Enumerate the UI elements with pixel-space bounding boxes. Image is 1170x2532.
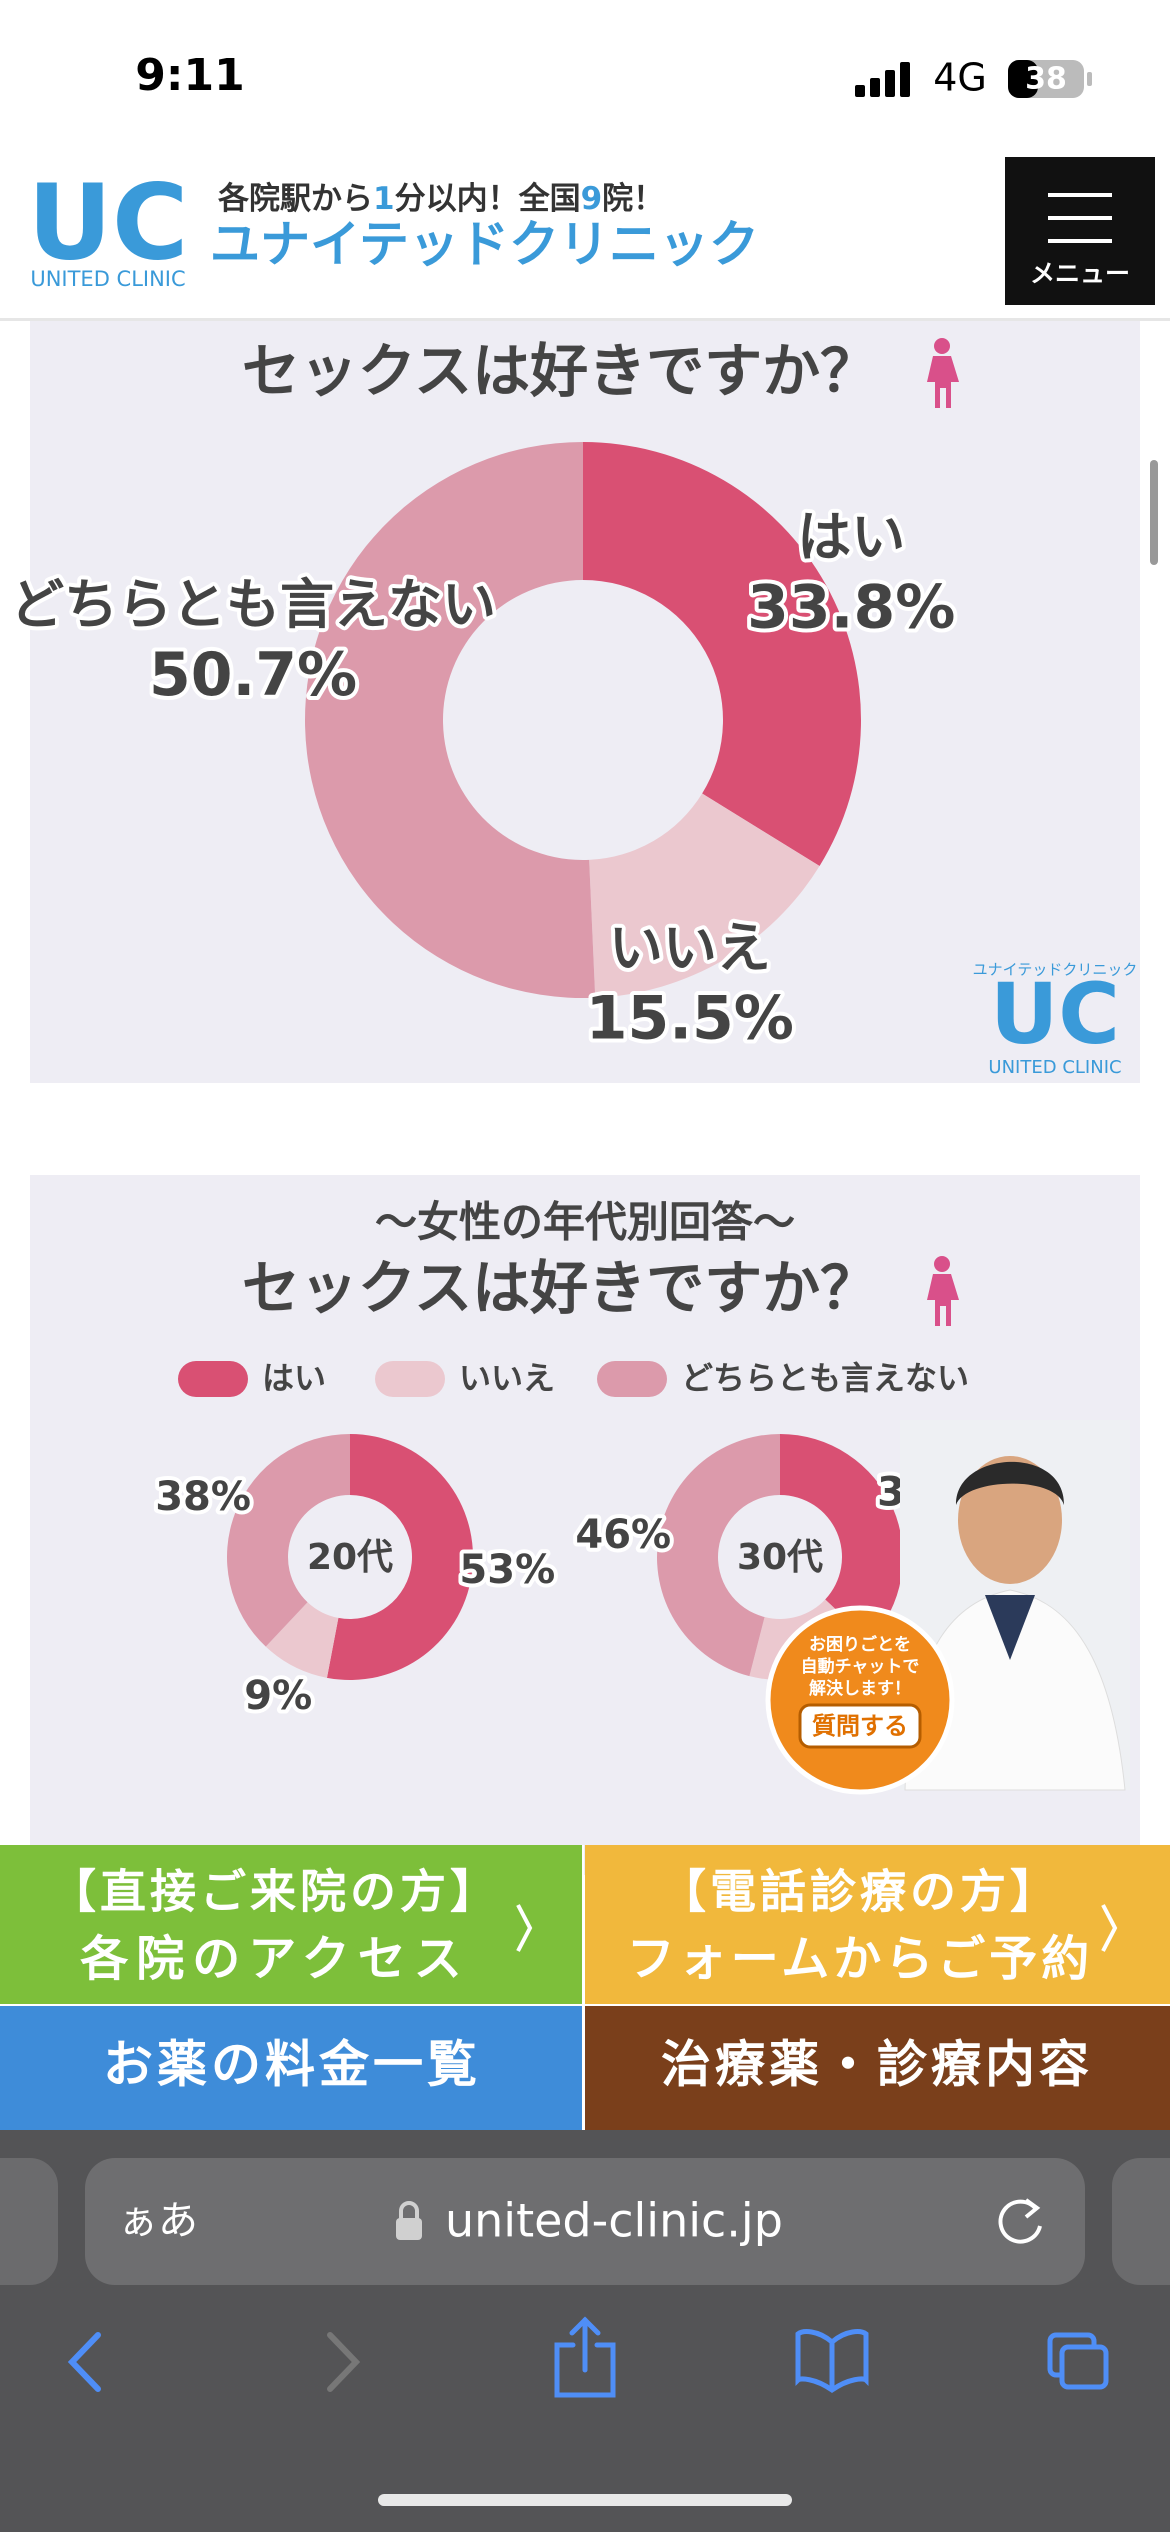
chevron-icon <box>1101 1904 1118 1952</box>
value-label: 53% <box>459 1547 555 1593</box>
slice-label: どちらとも言えない <box>10 573 496 636</box>
content: セックスは好きですか？ はい33.8%いいえ15.5%どちらとも言えない50.7… <box>6 300 1158 1875</box>
legend-label: はい <box>262 1359 326 1397</box>
url[interactable]: united-clinic.jp <box>445 2194 783 2248</box>
doctor-face <box>958 1456 1062 1584</box>
donut-slice <box>583 442 861 866</box>
text-size-button[interactable]: ぁあ <box>118 2198 198 2244</box>
value-label: 50.7% <box>149 640 357 710</box>
watermark-sub: UNITED CLINIC <box>988 1057 1121 1078</box>
donut-slice <box>305 442 596 998</box>
clinic-name[interactable]: ユナイテッドクリニック <box>210 216 759 274</box>
donut-slice <box>780 1434 904 1642</box>
group-label: 30代 <box>737 1537 823 1578</box>
tabs-button[interactable] <box>1047 2332 1109 2390</box>
chart-subtitle: 〜女性の年代別回答〜 <box>375 1198 795 1247</box>
tagline-part: 分以内！全国 <box>395 181 581 217</box>
battery-level <box>1008 60 1038 98</box>
prev-tab[interactable] <box>0 2158 58 2285</box>
menu-icon <box>1048 193 1112 243</box>
forward-button[interactable] <box>327 2332 361 2392</box>
value-label: 9% <box>244 1673 312 1719</box>
donut-slice <box>326 1434 473 1680</box>
doctor-tie <box>985 1595 1035 1660</box>
tagline-part: 院！ <box>602 181 664 217</box>
chat-text: 自動チャットで <box>801 1656 920 1677</box>
value-label: 15.5% <box>586 984 794 1054</box>
header-shadow <box>0 318 1170 321</box>
lock-icon <box>396 2201 422 2240</box>
bottom-nav: 【直接ご来院の方】 各院のアクセス 【電話診療の方】 フォームからご予約 お薬の… <box>0 1845 1170 2130</box>
battery-cap <box>1087 72 1092 86</box>
nav-label[interactable]: 各院のアクセス <box>80 1931 470 1987</box>
nav-label[interactable]: 【直接ご来院の方】 <box>50 1865 500 1919</box>
legend-label: いいえ <box>459 1359 555 1397</box>
network-type: 4G <box>933 56 987 100</box>
chart-title: セックスは好きですか？ <box>242 1254 878 1322</box>
tagline: 各院駅から1分以内！全国9院！ <box>217 181 664 217</box>
header-background <box>0 140 1170 320</box>
signal-icon <box>855 62 910 97</box>
tagline-part: 1 <box>373 181 395 217</box>
chevron-icon <box>516 1904 533 1952</box>
battery-text: 38 <box>1025 62 1067 97</box>
female-icon <box>927 338 959 408</box>
watermark-logo: UC <box>990 965 1120 1063</box>
donut-slice <box>227 1434 350 1647</box>
tagline-part: 9 <box>581 181 603 217</box>
female-icon <box>927 1256 959 1326</box>
value-label: 33.8% <box>747 572 955 642</box>
value-label: 46% <box>575 1512 671 1558</box>
share-button[interactable] <box>554 2316 616 2398</box>
legend-swatch <box>178 1361 248 1397</box>
chart-title: セックスは好きですか？ <box>242 337 878 405</box>
reload-icon[interactable] <box>998 2199 1042 2244</box>
doctor-hair <box>955 1461 1065 1505</box>
tagline-part: 各院駅から <box>217 181 373 217</box>
scrollbar <box>1150 460 1158 565</box>
nav-button[interactable] <box>585 2005 1170 2130</box>
site-header: UC UNITED CLINIC 各院駅から1分以内！全国9院！ ユナイテッドク… <box>0 140 1170 321</box>
bookmarks-button[interactable] <box>795 2329 869 2394</box>
slice-label: はい <box>797 505 905 568</box>
nav-button[interactable] <box>0 1845 583 2005</box>
menu-label[interactable]: メニュー <box>1030 259 1130 288</box>
next-tab[interactable] <box>1112 2158 1170 2285</box>
chat-button[interactable] <box>798 1703 922 1749</box>
nav-label[interactable]: 【電話診療の方】 <box>660 1865 1060 1919</box>
legend-swatch <box>597 1361 667 1397</box>
nav-label[interactable]: お薬の料金一覧 <box>103 2036 481 2094</box>
chat-button-text[interactable]: 質問する <box>812 1712 908 1740</box>
browser-chrome: ぁあ united-clinic.jp <box>0 2130 1170 2532</box>
legend-swatch <box>375 1361 445 1397</box>
status-time: 9:11 <box>135 50 244 101</box>
nav-label[interactable]: フォームからご予約 <box>627 1931 1094 1987</box>
home-indicator <box>378 2494 792 2506</box>
reload-icon-arrow <box>1024 2198 1041 2219</box>
chat-text: お困りごとを <box>809 1634 911 1655</box>
watermark-name: ユナイテッドクリニック <box>973 961 1138 979</box>
nav-button[interactable] <box>585 1845 1170 2005</box>
nav-button[interactable] <box>0 2005 583 2130</box>
address-bar[interactable] <box>85 2158 1085 2285</box>
slice-label: いいえ <box>609 917 771 980</box>
legend-label: どちらとも言えない <box>681 1359 969 1397</box>
logo[interactable]: UC <box>28 161 189 283</box>
donut-slice <box>265 1602 339 1678</box>
status-bar: 9:11 4G 38 <box>0 0 1170 140</box>
donut-slice <box>589 793 820 998</box>
menu-button[interactable] <box>1005 157 1155 305</box>
group-label: 20代 <box>307 1537 393 1578</box>
nav-label[interactable]: 治療薬・診療内容 <box>661 2036 1093 2094</box>
logo-sub: UNITED CLINIC <box>30 267 185 291</box>
value-label: 38% <box>155 1474 251 1520</box>
chat-text: 解決します！ <box>809 1678 911 1699</box>
donut-slice <box>657 1434 780 1677</box>
back-button[interactable] <box>67 2332 101 2392</box>
status-bar-background <box>0 0 1170 140</box>
